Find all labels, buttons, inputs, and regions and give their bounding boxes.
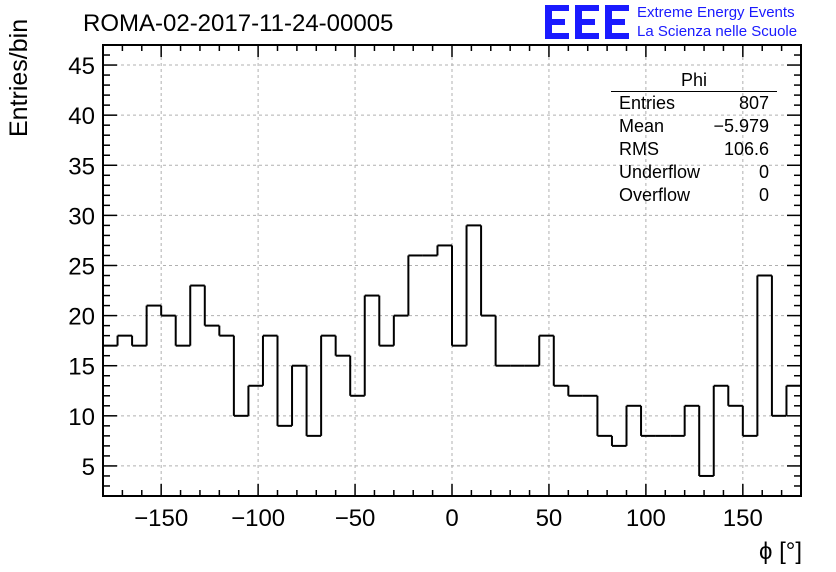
y-tick-label: 20 bbox=[68, 304, 95, 331]
stats-title: Phi bbox=[611, 69, 777, 92]
stats-value: 807 bbox=[738, 93, 769, 113]
stats-value: 0 bbox=[758, 162, 769, 182]
stats-box: Phi Entries 807 Mean −5.979 RMS 106.6 Under… bbox=[611, 69, 777, 207]
brand-line-2: La Scienza nelle Scuole bbox=[637, 23, 798, 40]
stats-row-mean: Mean −5.979 bbox=[611, 115, 777, 138]
y-tick-label: 25 bbox=[68, 253, 95, 280]
x-tick-label: 0 bbox=[445, 505, 458, 532]
x-tick-label: 50 bbox=[536, 505, 563, 532]
stats-label: Entries bbox=[619, 93, 676, 113]
x-tick-label: 100 bbox=[626, 505, 666, 532]
chart-title: ROMA-02-2017-11-24-00005 bbox=[83, 10, 394, 37]
stats-row-rms: RMS 106.6 bbox=[611, 138, 777, 161]
stats-value: 106.6 bbox=[723, 139, 769, 159]
y-tick-label: 5 bbox=[82, 454, 95, 481]
stats-value: −5.979 bbox=[713, 116, 769, 136]
stats-label: Overflow bbox=[619, 185, 691, 205]
stats-row-underflow: Underflow 0 bbox=[611, 161, 777, 184]
y-tick-label: 30 bbox=[68, 203, 95, 230]
y-tick-label: 35 bbox=[68, 153, 95, 180]
x-tick-label: −100 bbox=[231, 505, 285, 532]
stats-row-entries: Entries 807 bbox=[611, 92, 777, 115]
y-tick-label: 40 bbox=[68, 103, 95, 130]
stats-row-overflow: Overflow 0 bbox=[611, 184, 777, 207]
stats-label: Underflow bbox=[619, 162, 701, 182]
y-tick-label: 10 bbox=[68, 404, 95, 431]
brand-line-1: Extreme Energy Events bbox=[637, 4, 795, 21]
stats-label: RMS bbox=[619, 139, 659, 159]
stats-value: 0 bbox=[758, 185, 769, 205]
y-tick-label: 15 bbox=[68, 354, 95, 381]
stats-label: Mean bbox=[619, 116, 665, 136]
y-tick-label: 45 bbox=[68, 53, 95, 80]
x-tick-label: 150 bbox=[723, 505, 763, 532]
y-axis-label: Entries/bin bbox=[5, 18, 33, 137]
x-tick-label: −150 bbox=[134, 505, 188, 532]
x-tick-label: −50 bbox=[335, 505, 376, 532]
brand-text: Extreme Energy Events La Scienza nelle S… bbox=[637, 3, 797, 41]
eee-logo-icon bbox=[545, 5, 629, 39]
x-axis-label: ϕ [°] bbox=[758, 538, 802, 565]
